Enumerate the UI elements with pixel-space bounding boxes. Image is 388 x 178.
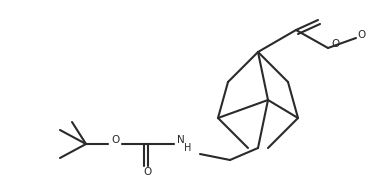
- Text: H: H: [184, 143, 192, 153]
- Text: O: O: [144, 167, 152, 177]
- Text: N: N: [177, 135, 185, 145]
- Text: O: O: [358, 30, 366, 40]
- Text: O: O: [111, 135, 119, 145]
- Text: O: O: [332, 39, 340, 49]
